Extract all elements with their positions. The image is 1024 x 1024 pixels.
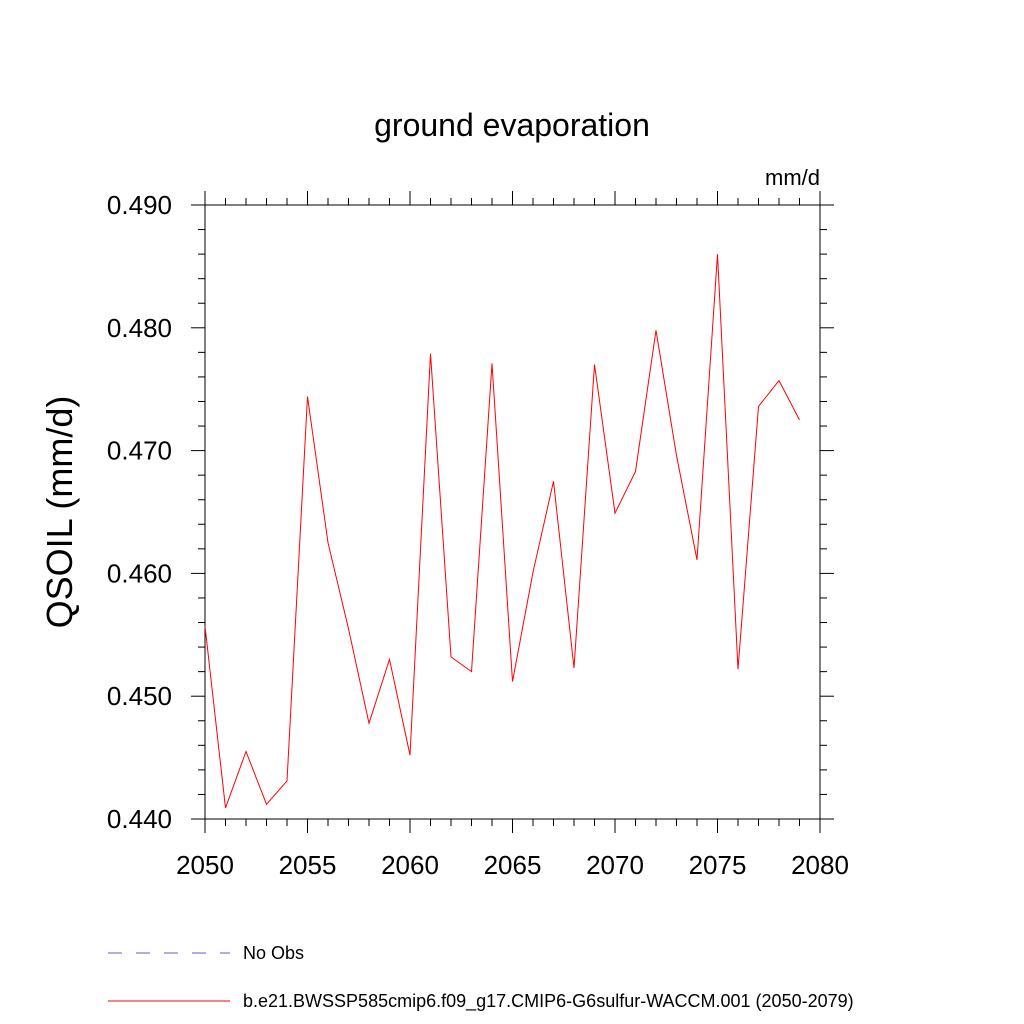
x-tick-label: 2060 <box>381 850 439 880</box>
legend-label-0: No Obs <box>243 943 304 963</box>
x-tick-label: 2065 <box>484 850 542 880</box>
series-layer <box>204 254 800 809</box>
y-tick-label: 0.450 <box>107 681 172 711</box>
y-tick-label: 0.460 <box>107 558 172 588</box>
legend: No Obs b.e21.BWSSP585cmip6.f09_g17.CMIP6-… <box>108 943 854 1012</box>
y-tick-label: 0.490 <box>107 190 172 220</box>
legend-label-1: b.e21.BWSSP585cmip6.f09_g17.CMIP6-G6sulf… <box>243 991 854 1012</box>
y-tick-label: 0.440 <box>107 804 172 834</box>
chart-title: ground evaporation <box>374 107 650 143</box>
x-tick-label: 2055 <box>279 850 337 880</box>
y-axis-label: QSOIL (mm/d) <box>39 396 80 629</box>
y-tick-label: 0.470 <box>107 436 172 466</box>
units-label: mm/d <box>765 165 820 190</box>
series-line-0 <box>204 254 800 809</box>
plot-frame <box>204 204 821 820</box>
axis-ticks <box>191 191 834 833</box>
y-tick-label: 0.480 <box>107 313 172 343</box>
x-tick-label: 2075 <box>689 850 747 880</box>
x-tick-label: 2050 <box>176 850 234 880</box>
x-tick-label: 2070 <box>586 850 644 880</box>
tick-labels: 2050 2055 2060 2065 2070 2075 2080 0.440 0.450 0.… <box>107 190 849 880</box>
x-tick-label: 2080 <box>791 850 849 880</box>
